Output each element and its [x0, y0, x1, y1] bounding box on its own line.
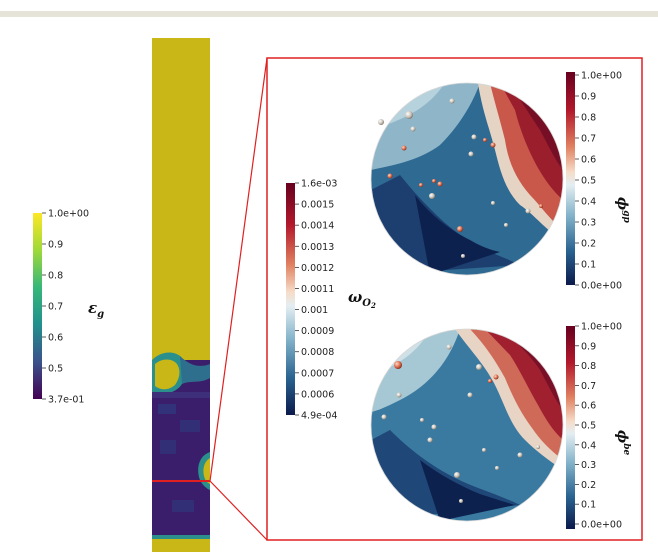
- phi_be-tick-label: 0.5: [581, 421, 596, 432]
- phi_gp-tick-label: 0.0e+00: [581, 281, 622, 292]
- phi_be-tick-label: 0.3: [581, 460, 596, 471]
- epsilon-symbol: εg: [88, 299, 104, 320]
- epsilon-tick-label: 3.7e-01: [48, 395, 84, 406]
- omega-tick-label: 0.001: [301, 305, 328, 316]
- phi_gp-tick-label: 0.5: [581, 176, 596, 187]
- epsilon-tick-label: 0.8: [48, 271, 63, 282]
- omega-tick-label: 0.0013: [301, 242, 334, 253]
- omega-tick-label: 0.0015: [301, 200, 334, 211]
- zoom-line-top: [209, 57, 268, 482]
- epsilon-tick-label: 0.9: [48, 240, 63, 251]
- phi_be-tick-label: 0.4: [581, 440, 596, 451]
- phi-gp-symbol: ϕgp: [614, 197, 631, 223]
- omega-colorbar: 1.6e-03 0.0015 0.0014 0.0013 0.0012 0.0011 0.0…: [286, 179, 376, 422]
- disk-phi-gp: [370, 82, 564, 276]
- epsilon-tick-label: 0.6: [48, 333, 63, 344]
- omega-tick-label: 0.0012: [301, 263, 334, 274]
- phi_gp-tick-label: 0.9: [581, 92, 596, 103]
- epsilon-colorbar: 1.0e+00 0.9 0.8 0.7 0.6 0.5 3.7e-01 εg: [33, 209, 104, 406]
- phi_gp-tick-label: 0.8: [581, 113, 596, 124]
- phi-gp-colorbar-gradient: [566, 72, 575, 285]
- phi_be-tick-label: 0.1: [581, 500, 596, 511]
- omega-tick-label: 0.0007: [301, 368, 334, 379]
- omega-tick-label: 0.0009: [301, 326, 334, 337]
- phi_be-tick-label: 0.9: [581, 341, 596, 352]
- phi-be-colorbar-gradient: [566, 326, 575, 529]
- epsilon-colorbar-gradient: [33, 213, 42, 399]
- phi_be-tick-label: 0.6: [581, 401, 596, 412]
- omega-colorbar-gradient: [286, 183, 295, 415]
- phi_gp-tick-label: 0.4: [581, 197, 596, 208]
- phi_gp-tick-label: 0.6: [581, 155, 596, 166]
- omega-tick-label: 0.0006: [301, 389, 334, 400]
- top-rule: [0, 11, 658, 17]
- bed-column: [152, 38, 210, 552]
- omega-tick-label: 0.0008: [301, 347, 334, 358]
- phi_be-tick-label: 0.7: [581, 381, 596, 392]
- phi_gp-tick-label: 0.3: [581, 218, 596, 229]
- phi_be-tick-label: 0.0e+00: [581, 520, 622, 531]
- phi_gp-tick-label: 0.7: [581, 134, 596, 145]
- omega-tick-label: 4.9e-04: [301, 411, 337, 422]
- omega-symbol: ωO2: [348, 288, 376, 310]
- epsilon-tick-label: 0.7: [48, 302, 63, 313]
- omega-tick-label: 0.0011: [301, 284, 334, 295]
- zoom-line-bottom: [209, 480, 268, 541]
- epsilon-tick-label: 0.5: [48, 364, 63, 375]
- zoom-box: [266, 57, 643, 541]
- omega-tick-label: 1.6e-03: [301, 179, 337, 190]
- phi-be-symbol: ϕbe: [614, 430, 631, 455]
- phi_gp-tick-label: 0.1: [581, 260, 596, 271]
- phi_gp-tick-label: 0.2: [581, 239, 596, 250]
- epsilon-tick-label: 1.0e+00: [48, 209, 89, 220]
- phi_gp-tick-label: 1.0e+00: [581, 71, 622, 82]
- disk-phi-be: [370, 328, 564, 522]
- omega-tick-label: 0.0014: [301, 221, 334, 232]
- phi-gp-colorbar: 1.0e+00 0.9 0.8 0.7 0.6 0.5 0.4 0.3 0.2 0.1 0.0e+0…: [566, 71, 631, 292]
- phi_be-tick-label: 0.8: [581, 361, 596, 372]
- phi_be-tick-label: 0.2: [581, 480, 596, 491]
- phi_be-tick-label: 1.0e+00: [581, 322, 622, 333]
- phi-be-colorbar: 1.0e+00 0.9 0.8 0.7 0.6 0.5 0.4 0.3 0.2 0.1 0.0e+0…: [566, 322, 631, 531]
